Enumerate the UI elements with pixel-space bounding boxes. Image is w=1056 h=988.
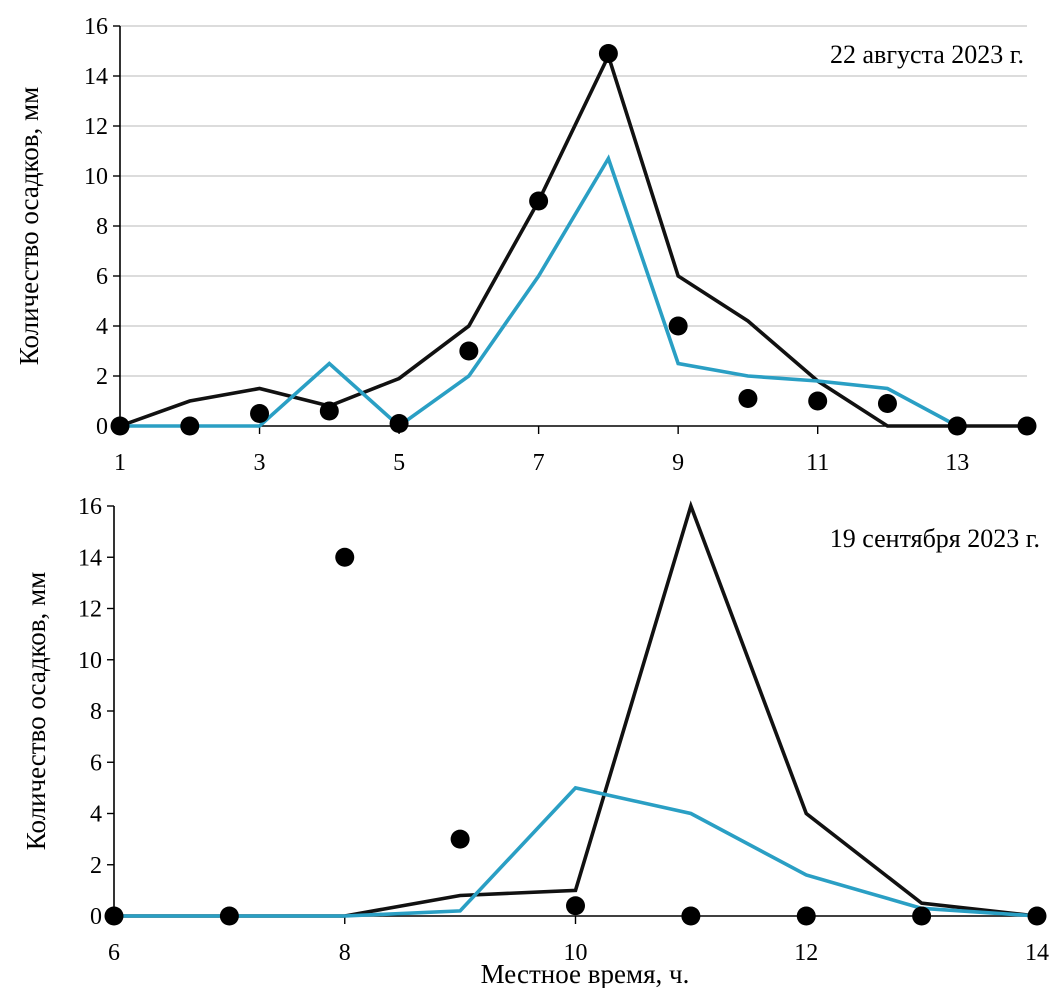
chart-panel-september: 0 2 4 6 8 10 12 14 16 6 8 10 12 14 Количество осадков,… xyxy=(21,494,1049,966)
data-point xyxy=(335,547,355,567)
y-tick-label: 4 xyxy=(90,802,102,828)
chart-date-annotation: 19 сентября 2023 г. xyxy=(830,524,1040,553)
y-tick-label: 12 xyxy=(84,114,108,140)
y-tick-label: 2 xyxy=(96,364,108,390)
data-point xyxy=(250,404,270,423)
x-tick-label: 6 xyxy=(108,940,120,966)
series-line-blue xyxy=(120,154,959,429)
series-line-blue xyxy=(114,785,1038,918)
data-point xyxy=(912,906,932,926)
data-point xyxy=(180,416,200,436)
data-point xyxy=(1027,906,1047,926)
y-tick-label: 10 xyxy=(78,648,102,674)
x-tick-label: 8 xyxy=(339,940,351,966)
series-line-black xyxy=(119,51,1027,428)
data-point xyxy=(808,391,828,411)
y-tick-label: 8 xyxy=(90,699,102,725)
x-tick-label: 13 xyxy=(945,450,969,476)
x-tick-label: 11 xyxy=(806,450,829,476)
data-point xyxy=(947,416,967,436)
y-axis-label: Количество осадков, мм xyxy=(21,572,51,850)
data-point xyxy=(877,394,897,413)
data-point xyxy=(598,44,618,63)
data-point xyxy=(319,401,339,421)
y-tick-label: 4 xyxy=(96,314,108,340)
y-axis-label: Количество осадков, мм xyxy=(14,87,44,365)
data-point xyxy=(796,906,816,926)
series-line-black xyxy=(114,500,1038,918)
y-tick-label: 14 xyxy=(78,545,102,571)
data-point xyxy=(459,341,479,361)
data-point xyxy=(738,389,758,408)
x-tick-label: 3 xyxy=(254,450,266,476)
y-tick-label: 16 xyxy=(84,14,108,40)
data-point xyxy=(1017,416,1037,436)
x-axis-label: Местное время, ч. xyxy=(481,959,690,988)
x-tick-label: 7 xyxy=(533,450,545,476)
x-tick-label: 14 xyxy=(1025,940,1049,966)
y-tick-label: 14 xyxy=(84,64,108,90)
x-tick-label: 1 xyxy=(114,450,126,476)
data-point xyxy=(219,906,239,926)
x-tick-label: 12 xyxy=(794,940,818,966)
x-tick-label: 9 xyxy=(672,450,684,476)
data-point xyxy=(450,829,470,849)
y-tick-label: 6 xyxy=(90,750,102,776)
data-point xyxy=(681,906,701,926)
y-tick-label: 0 xyxy=(90,904,102,930)
y-tick-label: 8 xyxy=(96,214,108,240)
data-point xyxy=(110,416,130,436)
y-tick-label: 2 xyxy=(90,853,102,879)
data-point xyxy=(104,906,124,926)
data-point xyxy=(389,414,409,433)
x-tick-label: 5 xyxy=(393,450,405,476)
chart-date-annotation: 22 августа 2023 г. xyxy=(830,40,1024,69)
data-point xyxy=(668,316,688,336)
data-point xyxy=(529,191,549,211)
y-tick-label: 12 xyxy=(78,597,102,623)
x-tick-label: 10 xyxy=(564,940,588,966)
data-point xyxy=(566,896,585,916)
y-tick-label: 10 xyxy=(84,164,108,190)
y-tick-label: 0 xyxy=(96,414,108,440)
y-tick-label: 6 xyxy=(96,264,108,290)
y-tick-label: 16 xyxy=(78,494,102,520)
